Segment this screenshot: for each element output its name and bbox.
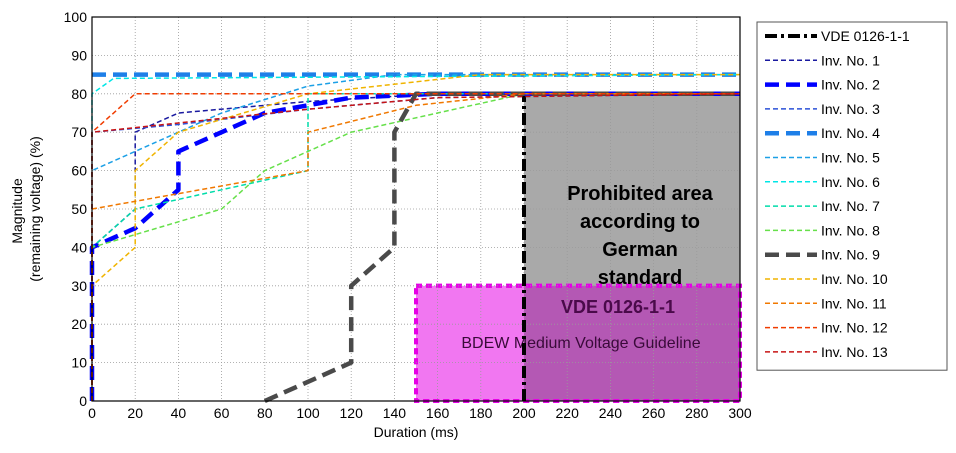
x-tick-label: 240: [599, 405, 623, 421]
series-line-inv-no-9: [263, 91, 740, 404]
legend-label-inv-no-4: Inv. No. 4: [821, 125, 880, 141]
x-tick-label: 80: [257, 405, 273, 421]
x-tick-label: 280: [685, 405, 709, 421]
prohibited-area-label-line-1: Prohibited area: [567, 183, 713, 205]
legend-label-inv-no-8: Inv. No. 8: [821, 222, 880, 238]
series-line-inv-no-2: [89, 91, 740, 401]
vde-region-label: VDE 0126-1-1: [561, 297, 675, 317]
y-tick-labels: 0 10 20 30 40 50 60 70 80 90 100: [64, 9, 88, 409]
legend-label-inv-no-5: Inv. No. 5: [821, 150, 880, 166]
y-tick-label: 70: [71, 124, 87, 140]
x-tick-label: 20: [127, 405, 143, 421]
y-tick-label: 80: [71, 86, 87, 102]
x-tick-label: 160: [426, 405, 450, 421]
legend-label-inv-no-1: Inv. No. 1: [821, 52, 880, 68]
x-tick-label: 0: [88, 405, 96, 421]
x-tick-label: 300: [728, 405, 752, 421]
plot-frame: [91, 16, 741, 402]
legend-label-vde-0126-1-1: VDE 0126-1-1: [821, 28, 910, 44]
y-tick-label: 20: [71, 316, 87, 332]
legend-label-inv-no-13: Inv. No. 13: [821, 344, 888, 360]
y-axis-label: Magnitude (remaining voltage) (%): [9, 136, 43, 282]
prohibited-area-label-line-4: standard: [598, 267, 682, 289]
legend-label-inv-no-6: Inv. No. 6: [821, 174, 880, 190]
y-tick-label: 50: [71, 201, 87, 217]
x-tick-labels: 0 20 40 60 80 100 120 140 160 180 200 220 240 260 280 3…: [88, 405, 752, 421]
y-tick-label: 90: [71, 47, 87, 63]
x-tick-label: 100: [296, 405, 320, 421]
legend-label-inv-no-10: Inv. No. 10: [821, 271, 888, 287]
legend-label-inv-no-2: Inv. No. 2: [821, 77, 880, 93]
series-line-inv-no-5: [91, 73, 740, 401]
legend-label-inv-no-3: Inv. No. 3: [821, 101, 880, 117]
x-tick-label: 180: [469, 405, 493, 421]
y-tick-label: 60: [71, 163, 87, 179]
x-tick-label: 140: [383, 405, 407, 421]
region-overlap: [524, 285, 740, 401]
legend-label-inv-no-9: Inv. No. 9: [821, 247, 880, 263]
x-tick-label: 60: [214, 405, 230, 421]
y-axis-label-line-2: (remaining voltage) (%): [27, 136, 43, 282]
legend-label-inv-no-7: Inv. No. 7: [821, 198, 880, 214]
series-line-inv-no-7: [91, 93, 740, 401]
y-tick-label: 30: [71, 278, 87, 294]
x-tick-label: 260: [642, 405, 666, 421]
legend: VDE 0126-1-1 Inv. No. 1 Inv. No. 2 Inv. No.…: [756, 21, 948, 371]
legend-label-inv-no-12: Inv. No. 12: [821, 320, 888, 336]
series-line-inv-no-10: [91, 73, 740, 401]
prohibited-area-label-line-2: according to: [580, 211, 700, 233]
series-line-inv-no-12: [91, 93, 740, 401]
y-tick-label: 100: [64, 9, 88, 25]
y-tick-label: 10: [71, 355, 87, 371]
x-tick-label: 40: [171, 405, 187, 421]
x-tick-label: 220: [556, 405, 580, 421]
y-tick-label: 40: [71, 239, 87, 255]
y-axis-label-line-1: Magnitude: [9, 178, 25, 244]
legend-label-inv-no-11: Inv. No. 11: [821, 295, 887, 311]
y-tick-label: 0: [79, 393, 87, 409]
prohibited-area-label-line-3: German: [602, 239, 678, 261]
bdew-region-label: BDEW Medium Voltage Guideline: [461, 335, 700, 352]
x-tick-label: 120: [340, 405, 364, 421]
region-labels: Prohibited area according to German standar…: [461, 183, 713, 352]
x-axis-label: Duration (ms): [374, 424, 459, 440]
x-tick-label: 200: [512, 405, 536, 421]
legend-box: [756, 21, 948, 371]
